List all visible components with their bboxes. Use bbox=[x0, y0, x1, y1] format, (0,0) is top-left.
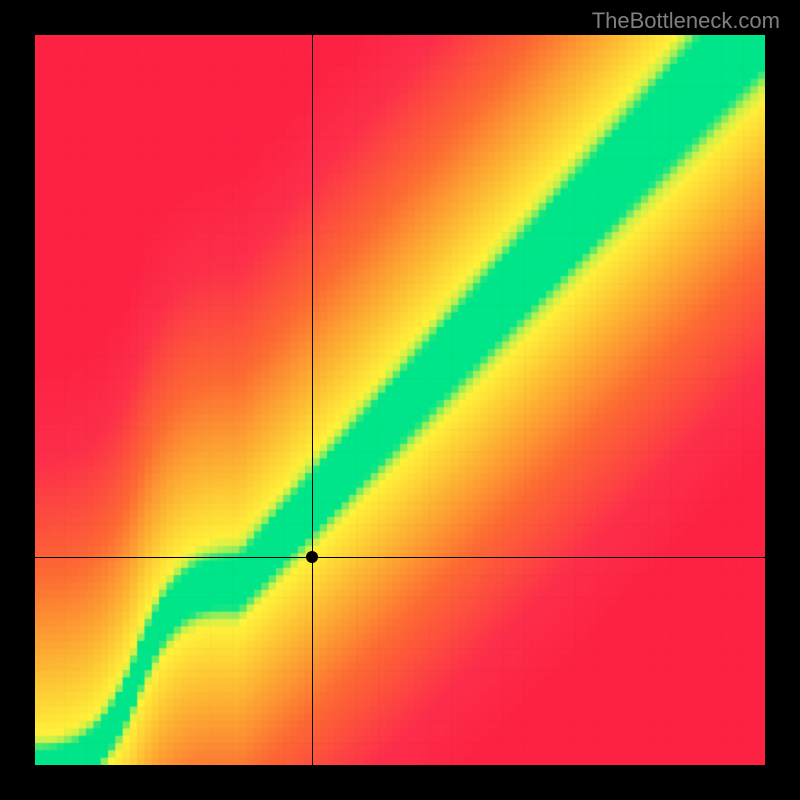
crosshair-horizontal bbox=[35, 557, 765, 558]
plot-area bbox=[35, 35, 765, 765]
heatmap-canvas bbox=[35, 35, 765, 765]
watermark-text: TheBottleneck.com bbox=[592, 8, 780, 34]
crosshair-vertical bbox=[312, 35, 313, 765]
data-point-marker bbox=[306, 551, 318, 563]
